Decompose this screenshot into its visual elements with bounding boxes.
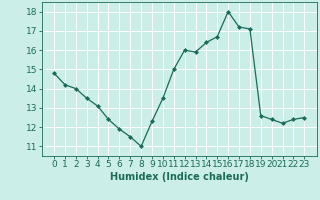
X-axis label: Humidex (Indice chaleur): Humidex (Indice chaleur) [110, 172, 249, 182]
